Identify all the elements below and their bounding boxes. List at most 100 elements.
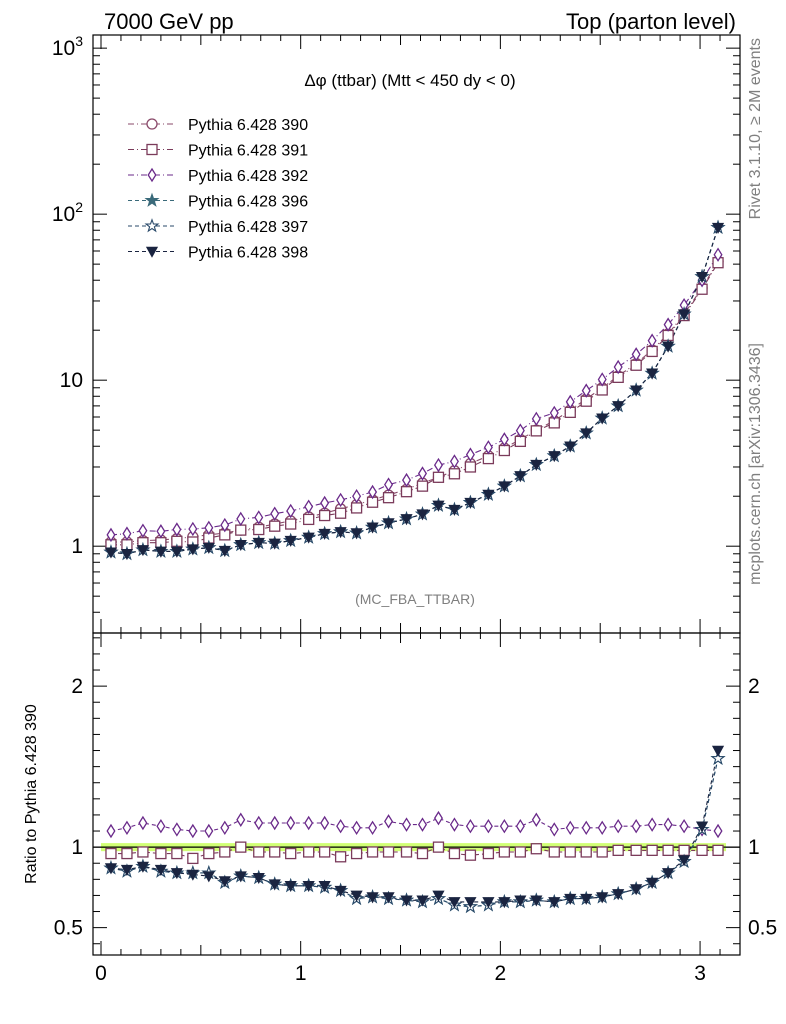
ratio-data-point <box>631 818 641 834</box>
ratio-data-point <box>137 846 149 858</box>
ratio-data-point <box>219 846 231 858</box>
data-point <box>612 401 625 413</box>
ratio-data-point <box>318 846 331 858</box>
legend-label: Pythia 6.428 391 <box>188 143 308 160</box>
data-point <box>514 435 526 448</box>
legend-marker <box>146 143 158 156</box>
ratio-data-point <box>188 823 198 839</box>
data-point <box>401 472 412 488</box>
ratio-data-point <box>252 872 265 885</box>
ratio-data-point <box>366 892 379 904</box>
data-point <box>234 540 247 552</box>
ratio-data-point <box>318 881 331 893</box>
ratio-data-point <box>400 846 413 858</box>
y-tick-label: 102 <box>52 199 83 226</box>
data-point <box>417 466 428 481</box>
data-point <box>663 317 673 332</box>
ratio-ticks: 0.5 0.5 1 1 2 2 0 1 2 3 <box>54 633 777 985</box>
data-point <box>613 359 623 375</box>
ratio-data-point <box>662 844 674 856</box>
ratio-data-point <box>432 890 445 902</box>
ratio-data-point <box>596 892 609 904</box>
data-point <box>202 542 215 554</box>
data-point <box>514 471 527 483</box>
ratio-series <box>103 745 726 914</box>
legend-marker <box>147 167 157 183</box>
ratio-data-point <box>580 893 593 905</box>
ratio-data-point <box>352 820 362 836</box>
ratio-data-point <box>204 823 214 839</box>
ratio-data-point <box>710 750 726 765</box>
ratio-data-point <box>531 812 541 827</box>
ratio-data-point <box>384 814 394 829</box>
legend-label: Pythia 6.428 397 <box>188 219 308 236</box>
ratio-data-point <box>464 897 477 909</box>
data-point <box>236 511 246 527</box>
ratio-data-point <box>483 818 493 834</box>
ratio-data-point <box>253 846 265 858</box>
ratio-ylabel: Ratio to Pythia 6.428 390 <box>23 704 40 884</box>
ratio-data-point <box>596 846 608 858</box>
ratio-y-tick-label: 1 <box>71 836 83 859</box>
legend-marker <box>144 192 160 207</box>
ratio-data-point <box>565 820 575 836</box>
ratio-data-point <box>613 818 623 834</box>
data-point <box>531 411 541 427</box>
ratio-data-point <box>514 895 527 907</box>
data-point <box>630 359 642 371</box>
main-title: Δφ (ttbar) (Mtt < 450 dy < 0) <box>304 71 515 90</box>
data-point <box>548 451 561 463</box>
ratio-data-point <box>382 892 395 904</box>
ratio-data-point <box>612 844 624 856</box>
ratio-data-point <box>171 847 183 860</box>
ratio-data-point <box>303 846 315 858</box>
data-point <box>320 495 330 511</box>
ratio-y-tick-label-right: 2 <box>748 675 760 698</box>
data-point <box>515 423 525 438</box>
ratio-data-point <box>465 818 475 834</box>
ratio-data-point <box>350 847 363 860</box>
ratio-data-point <box>382 846 395 858</box>
ratio-data-point <box>711 745 725 757</box>
data-point <box>580 428 593 440</box>
y-tick-label: 103 <box>52 33 83 60</box>
ratio-data-point <box>449 817 459 832</box>
data-point <box>382 492 395 504</box>
ratio-data-point <box>416 895 429 907</box>
header-right: Top (parton level) <box>566 9 736 34</box>
ratio-data-point <box>121 847 133 860</box>
ratio-data-point <box>499 818 509 834</box>
ratio-data-point <box>220 820 230 836</box>
data-point <box>677 309 691 321</box>
ratio-data-point <box>170 868 183 880</box>
legend-marker <box>144 218 160 233</box>
ratio-series-line <box>110 758 719 908</box>
ratio-data-point <box>580 846 592 858</box>
data-point <box>630 385 643 397</box>
data-point <box>156 524 166 539</box>
ratio-data-point <box>366 846 379 858</box>
ratio-data-point <box>236 812 246 827</box>
legend-label: Pythia 6.428 392 <box>188 168 308 185</box>
series-line <box>110 254 719 536</box>
ratio-data-point <box>713 823 723 839</box>
ratio-data-point <box>334 851 347 863</box>
ratio-data-point <box>549 822 559 837</box>
ratio-data-point <box>530 843 542 855</box>
main-panel: Δφ (ttbar) (Mtt < 450 dy < 0) (MC_FBA_TT… <box>52 33 741 634</box>
data-point <box>498 481 511 493</box>
data-point <box>218 545 231 557</box>
ratio-data-point <box>155 847 167 860</box>
data-point <box>432 471 445 483</box>
data-point <box>631 347 641 362</box>
data-point <box>352 488 362 504</box>
data-point <box>432 500 445 512</box>
data-point <box>303 513 315 526</box>
data-point <box>416 509 429 521</box>
ratio-data-point <box>695 821 709 833</box>
data-point <box>597 372 607 387</box>
ratio-data-point <box>581 820 591 836</box>
data-point <box>154 546 167 558</box>
data-point <box>564 441 577 453</box>
